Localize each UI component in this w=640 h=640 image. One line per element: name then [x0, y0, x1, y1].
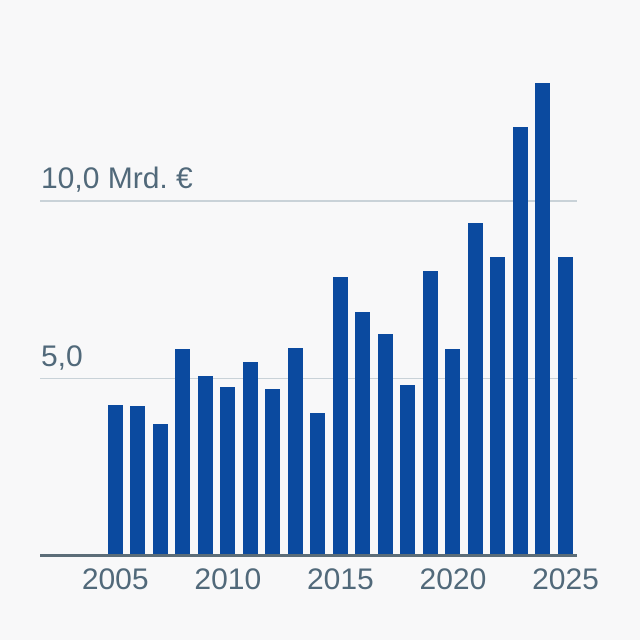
x-tick-2020: 2020 — [419, 563, 487, 596]
bar-2018 — [400, 385, 416, 556]
bar-2023 — [512, 127, 528, 556]
bar-2010 — [220, 386, 236, 556]
x-axis-line — [40, 553, 577, 557]
bar-2008 — [175, 349, 191, 556]
y-axis-label-10: 10,0 Mrd. € — [41, 162, 193, 196]
x-tick-2025: 2025 — [532, 563, 599, 596]
x-tick-2010: 2010 — [194, 563, 262, 596]
y-axis-label-5: 5,0 — [41, 339, 83, 373]
bar-2020 — [445, 349, 461, 556]
bar-2015 — [332, 276, 348, 556]
bar-2009 — [197, 376, 213, 556]
bar-2025 — [558, 257, 573, 556]
bar-2012 — [265, 388, 281, 556]
gridline-10 — [40, 200, 577, 202]
bar-2006 — [130, 406, 146, 556]
x-tick-2005: 2005 — [81, 563, 149, 596]
bar-2016 — [355, 312, 371, 556]
bar-2005 — [107, 404, 123, 556]
bar-2017 — [377, 333, 393, 556]
bar-2014 — [310, 413, 326, 556]
bar-2013 — [287, 347, 303, 556]
x-tick-2015: 2015 — [306, 563, 374, 596]
bar-2021 — [467, 223, 483, 556]
bar-2024 — [535, 83, 551, 556]
bar-2019 — [422, 271, 438, 556]
bar-2022 — [490, 257, 506, 556]
bar-2011 — [242, 361, 258, 556]
gridline-5 — [40, 377, 577, 380]
bar-2007 — [152, 424, 168, 556]
